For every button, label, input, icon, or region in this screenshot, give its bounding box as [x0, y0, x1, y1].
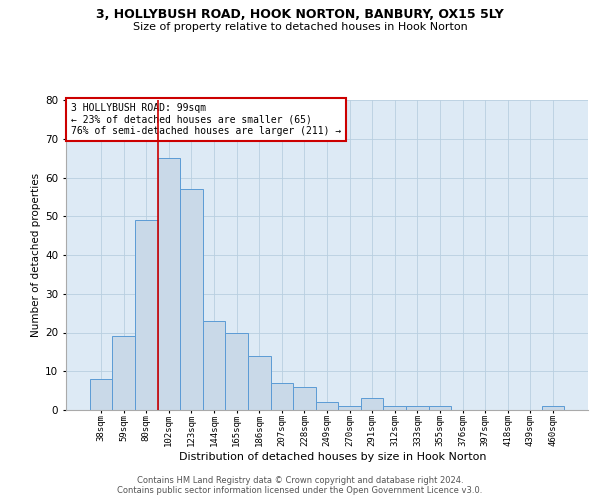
Bar — [248, 356, 271, 410]
Y-axis label: Number of detached properties: Number of detached properties — [31, 173, 41, 337]
Bar — [338, 406, 361, 410]
Bar — [293, 387, 316, 410]
Text: Distribution of detached houses by size in Hook Norton: Distribution of detached houses by size … — [179, 452, 487, 462]
Bar — [90, 379, 112, 410]
Bar — [428, 406, 451, 410]
Bar — [112, 336, 135, 410]
Text: Size of property relative to detached houses in Hook Norton: Size of property relative to detached ho… — [133, 22, 467, 32]
Text: 3, HOLLYBUSH ROAD, HOOK NORTON, BANBURY, OX15 5LY: 3, HOLLYBUSH ROAD, HOOK NORTON, BANBURY,… — [96, 8, 504, 20]
Bar — [383, 406, 406, 410]
Bar — [180, 189, 203, 410]
Bar — [226, 332, 248, 410]
Bar — [271, 383, 293, 410]
Bar — [361, 398, 383, 410]
Bar — [542, 406, 564, 410]
Text: 3 HOLLYBUSH ROAD: 99sqm
← 23% of detached houses are smaller (65)
76% of semi-de: 3 HOLLYBUSH ROAD: 99sqm ← 23% of detache… — [71, 103, 341, 136]
Bar — [203, 321, 226, 410]
Bar — [316, 402, 338, 410]
Text: Contains HM Land Registry data © Crown copyright and database right 2024.
Contai: Contains HM Land Registry data © Crown c… — [118, 476, 482, 495]
Bar — [406, 406, 428, 410]
Bar — [135, 220, 158, 410]
Bar — [158, 158, 180, 410]
